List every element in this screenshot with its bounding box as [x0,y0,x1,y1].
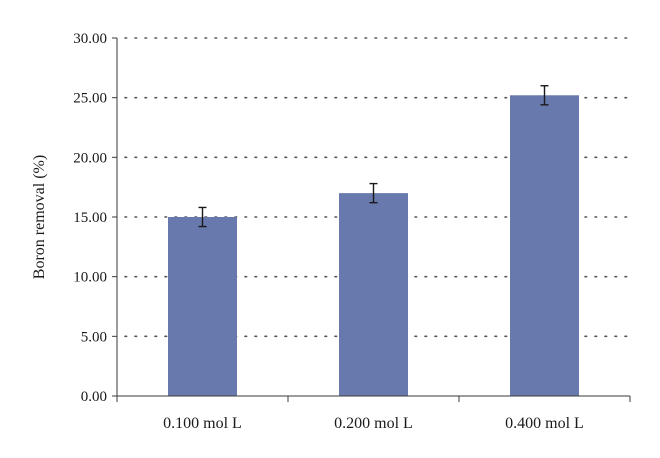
x-category-label: 0.400 mol L [505,415,584,432]
y-tick-label: 0.00 [81,389,107,405]
y-tick-label: 20.00 [73,150,107,166]
x-category-label: 0.200 mol L [334,415,413,432]
y-axis-title: Boron removal (%) [31,155,48,279]
y-tick-label: 30.00 [73,31,107,47]
error-bar-3 [540,85,549,106]
y-tick-labels: 0.00 5.00 10.00 15.00 20.00 25.00 30.00 [73,31,107,405]
y-tick-label: 10.00 [73,270,107,286]
error-bar-2 [369,182,378,204]
y-tick-label: 5.00 [81,329,107,345]
bar-1 [168,217,237,396]
axes [112,37,631,402]
error-bar-1 [198,206,207,228]
x-category-labels: 0.100 mol L 0.200 mol L 0.400 mol L [163,415,584,432]
y-tick-label: 25.00 [73,91,107,107]
bars [168,95,579,396]
error-bars [198,85,549,228]
x-category-label: 0.100 mol L [163,415,242,432]
bar-3 [510,95,579,396]
y-tick-label: 15.00 [73,210,107,226]
bar-2 [339,193,408,396]
